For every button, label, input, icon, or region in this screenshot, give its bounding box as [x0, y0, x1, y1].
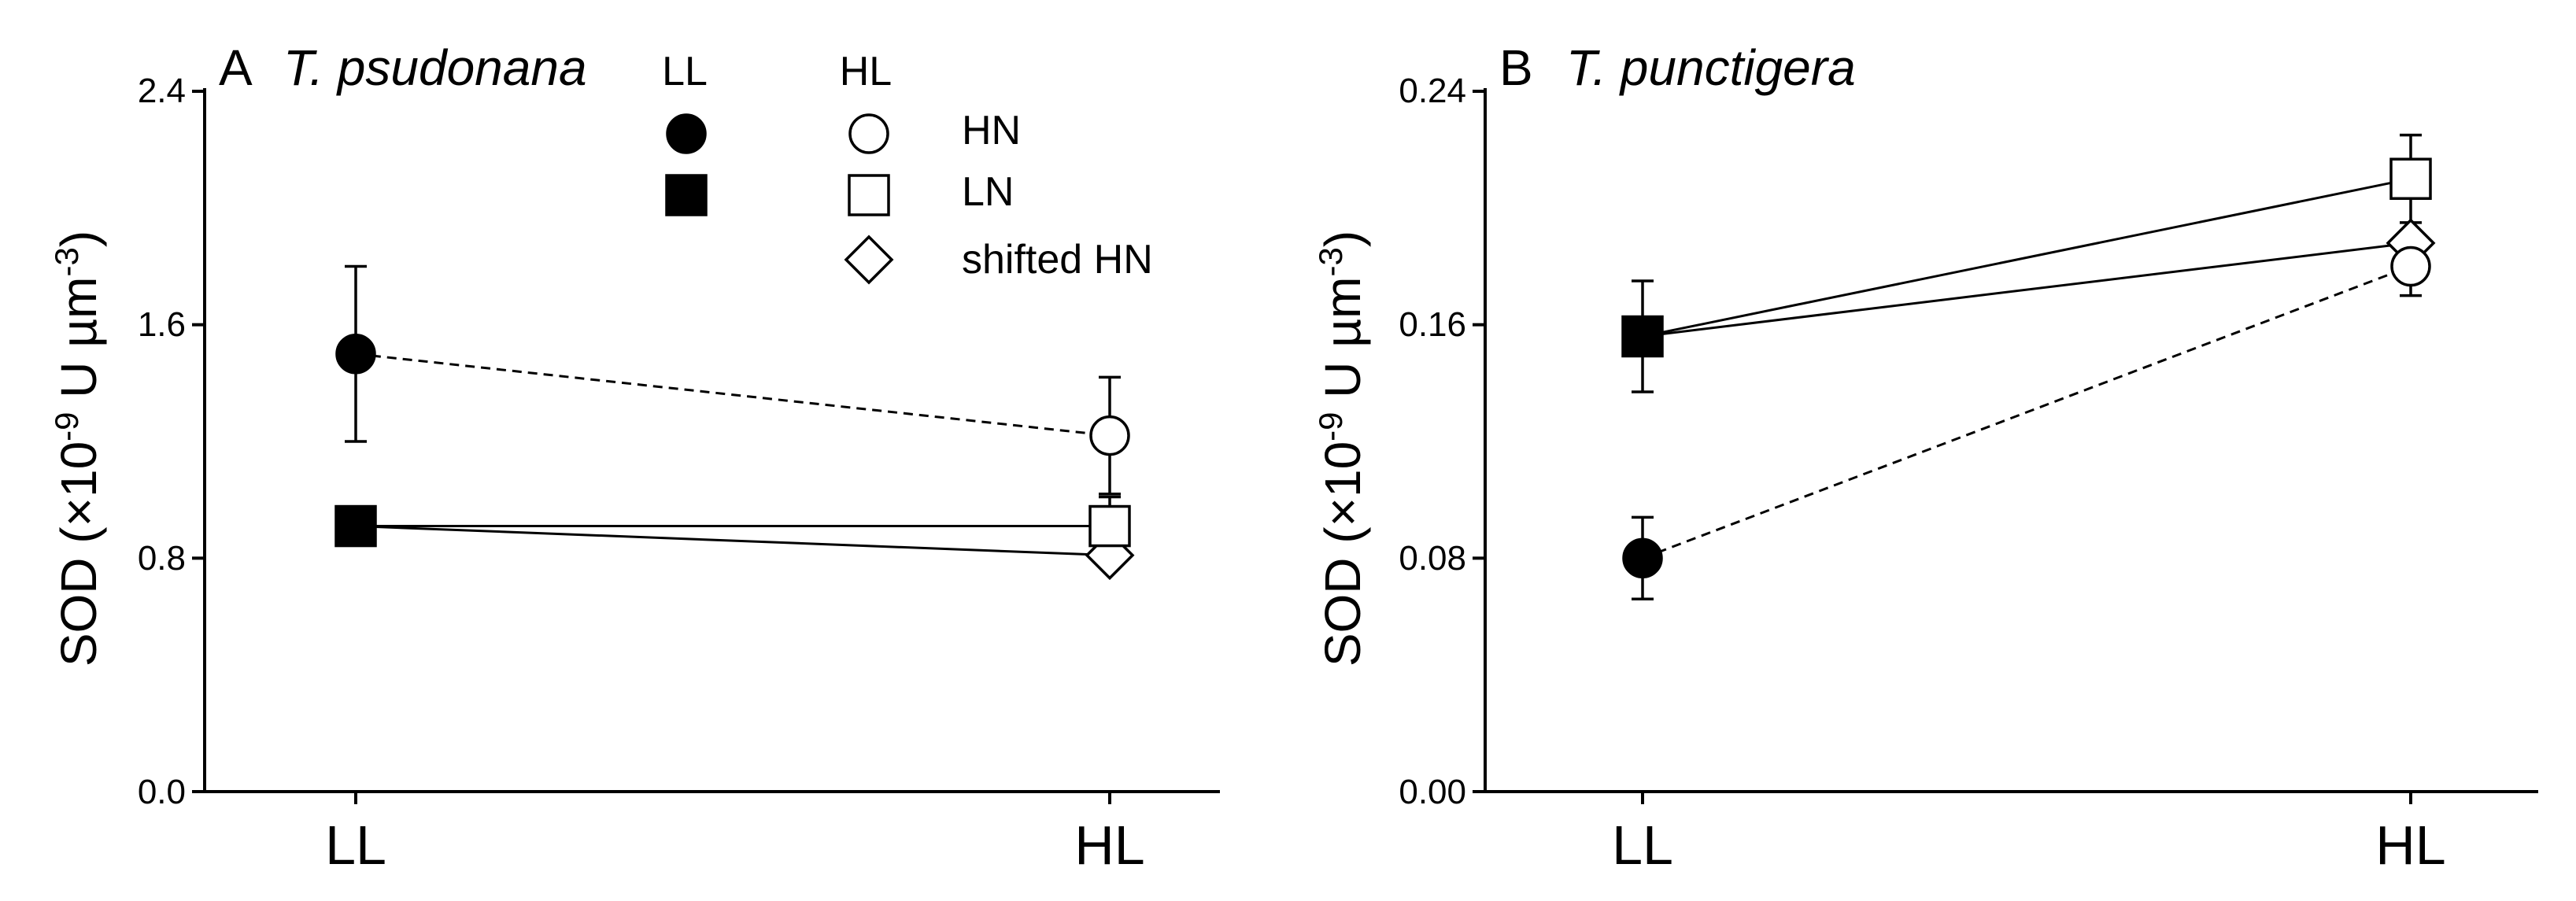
legend-header-hl: HL: [840, 49, 892, 94]
legend-marker-open-ln: [848, 174, 890, 216]
panel-b-ytick-2: 0.16: [1399, 305, 1466, 344]
legend-label-ln: LN: [962, 169, 1014, 215]
panel-b-point-hn-hl: [2390, 246, 2431, 287]
panel-a-point-hn-ll: [335, 334, 376, 375]
legend-marker-filled-hn: [666, 113, 707, 154]
panel-b-ytick-3: 0.24: [1399, 72, 1466, 110]
legend-marker-filled-ln: [665, 174, 708, 216]
panel-a-series-line-hn: [355, 353, 1111, 438]
panel-b-ylabel-base: SOD (×10: [1314, 441, 1371, 667]
legend-header-ll: LL: [662, 49, 708, 94]
panel-a-series-line-shifted-hn: [355, 525, 1111, 557]
panel-a-title: T. psudonana: [283, 39, 587, 96]
panel-a: A T. psudonana SOD (×10-9 U µm-3) 0.0 0.…: [48, 39, 1220, 876]
panel-b-ylabel: SOD (×10-9 U µm-3): [1312, 231, 1372, 667]
panel-a-point-ln-ll: [334, 504, 377, 548]
panel-b-ytick-1: 0.08: [1399, 539, 1466, 578]
panel-a-letter: A: [219, 39, 253, 96]
panel-b-marks: [1473, 90, 2436, 804]
panel-a-ytick-1: 0.8: [138, 539, 186, 578]
panel-a-xcat-ll: LL: [325, 814, 386, 876]
legend-label-hn: HN: [962, 108, 1021, 153]
panel-a-marks: [192, 90, 1135, 804]
panel-b-series-line-hn: [1642, 265, 2412, 559]
panel-b-ylabel-exp1: -9: [1312, 412, 1349, 441]
legend-marker-open-hn: [848, 113, 889, 154]
panel-b-xcat-ll: LL: [1612, 814, 1673, 876]
panel-a-ylabel-exp1: -9: [48, 412, 85, 441]
panel-b-point-ln-hl: [2389, 157, 2432, 200]
panel-b-letter: B: [1499, 39, 1533, 96]
panel-a-xcat-hl: HL: [1074, 814, 1144, 876]
legend-label-shifted-hn: shifted HN: [962, 237, 1153, 282]
panel-a-ylabel: SOD (×10-9 U µm-3): [48, 231, 108, 667]
panel-b-point-hn-ll: [1622, 537, 1663, 579]
panel-b-ytick-0: 0.00: [1399, 773, 1466, 811]
legend: LL HL HN LN shifted HN: [662, 49, 1153, 285]
panel-a-point-hn-hl: [1089, 415, 1130, 456]
panel-b-ylabel-exp2: -3: [1312, 247, 1349, 276]
panel-b: B T. punctigera SOD (×10-9 U µm-3) 0.00 …: [1312, 39, 2538, 876]
panel-a-ytick-3: 2.4: [138, 72, 186, 110]
panel-a-ylabel-exp2: -3: [48, 247, 85, 276]
panel-b-ylabel-end: ): [1314, 231, 1371, 247]
panel-a-ytick-0: 0.0: [138, 773, 186, 811]
panel-a-ylabel-base: SOD (×10: [50, 441, 107, 667]
panel-a-ytick-2: 1.6: [138, 305, 186, 344]
panel-b-point-ln-ll: [1621, 315, 1664, 358]
legend-marker-open-shifted-hn: [844, 234, 894, 285]
panel-a-y-ticks: 0.0 0.8 1.6 2.4: [138, 72, 186, 811]
panel-b-xcat-hl: HL: [2375, 814, 2445, 876]
legend-markers: [665, 113, 894, 285]
panel-a-point-ln-hl: [1088, 504, 1131, 548]
panel-b-series-line-shifted-hn: [1642, 242, 2412, 338]
panel-b-y-ticks: 0.00 0.08 0.16 0.24: [1399, 72, 1466, 811]
panel-b-series-line-ln: [1642, 177, 2412, 338]
panel-b-title: T. punctigera: [1566, 39, 1856, 96]
panel-b-ylabel-mid: U µm: [1314, 277, 1371, 412]
panel-a-ylabel-end: ): [50, 231, 107, 247]
panel-a-ylabel-mid: U µm: [50, 277, 107, 412]
